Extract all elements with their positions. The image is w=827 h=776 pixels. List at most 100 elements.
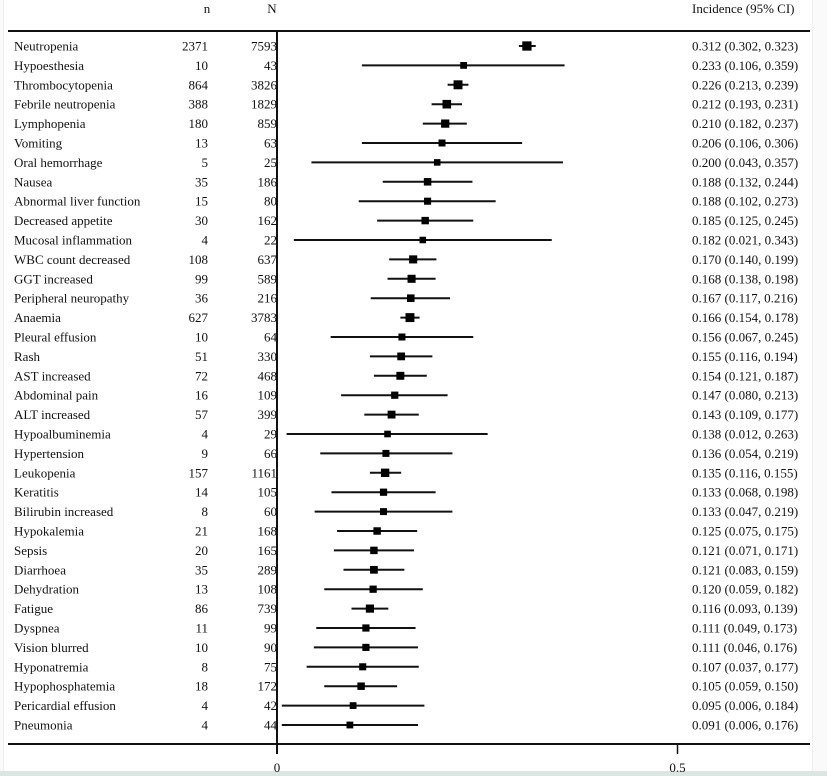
row-n: 14 — [195, 485, 209, 500]
row-label: Oral hemorrhage — [14, 155, 103, 170]
row-n: 4 — [202, 718, 209, 733]
row-n: 4 — [202, 698, 209, 713]
row-N: 1829 — [251, 97, 277, 112]
row-label: Vomiting — [14, 136, 63, 151]
row-incidence: 0.155 (0.116, 0.194) — [692, 349, 798, 364]
row-n: 388 — [189, 97, 209, 112]
row-N: 25 — [264, 155, 277, 170]
forest-row: GGT increased 99 589 0.168 (0.138, 0.198) — [14, 271, 798, 286]
row-n: 2371 — [182, 39, 208, 54]
row-label: Febrile neutropenia — [14, 97, 116, 112]
point-estimate-marker — [379, 488, 388, 496]
row-n: 627 — [189, 310, 209, 325]
point-estimate-marker — [370, 546, 378, 555]
point-estimate-marker — [460, 62, 468, 69]
row-n: 8 — [202, 659, 209, 674]
row-n: 21 — [195, 524, 208, 539]
row-incidence: 0.168 (0.138, 0.198) — [692, 271, 798, 286]
row-incidence: 0.138 (0.012, 0.263) — [692, 427, 798, 442]
forest-row: Sepsis 20 165 0.121 (0.071, 0.171) — [14, 543, 798, 558]
row-N: 168 — [258, 524, 278, 539]
row-N: 1161 — [251, 465, 277, 480]
row-incidence: 0.212 (0.193, 0.231) — [692, 97, 798, 112]
forest-row: ALT increased 57 399 0.143 (0.109, 0.177) — [14, 407, 798, 422]
point-estimate-marker — [453, 80, 463, 90]
row-label: Dyspnea — [14, 621, 60, 636]
row-label: Anaemia — [14, 310, 61, 325]
row-N: 162 — [258, 213, 278, 228]
x-tick-label: 0.5 — [669, 760, 685, 775]
point-estimate-marker — [373, 527, 381, 535]
forest-row: Hypoalbuminemia 4 29 0.138 (0.012, 0.263) — [14, 427, 798, 442]
forest-row: Vomiting 13 63 0.206 (0.106, 0.306) — [14, 136, 798, 151]
row-N: 63 — [264, 136, 277, 151]
row-label: Mucosal inflammation — [14, 233, 133, 248]
point-estimate-marker — [357, 682, 365, 690]
row-label: Leukopenia — [14, 465, 76, 480]
row-N: 105 — [258, 485, 278, 500]
point-estimate-marker — [419, 236, 427, 244]
row-label: Hypoalbuminemia — [14, 427, 111, 442]
forest-row: Diarrhoea 35 289 0.121 (0.083, 0.159) — [14, 562, 798, 577]
row-n: 30 — [195, 213, 208, 228]
header-N: N — [267, 1, 277, 16]
forest-row: WBC count decreased 108 637 0.170 (0.140, 0… — [14, 252, 798, 267]
row-label: Decreased appetite — [14, 213, 113, 228]
point-estimate-marker — [442, 99, 452, 109]
row-incidence: 0.111 (0.049, 0.173) — [692, 621, 797, 636]
row-n: 8 — [202, 504, 209, 519]
row-n: 10 — [195, 58, 208, 73]
row-incidence: 0.147 (0.080, 0.213) — [692, 388, 798, 403]
row-label: Hypophosphatemia — [14, 679, 115, 694]
forest-row: Anaemia 627 3783 0.166 (0.154, 0.178) — [14, 310, 798, 325]
row-incidence: 0.154 (0.121, 0.187) — [692, 368, 798, 383]
x-tick-label: 0 — [274, 760, 281, 775]
row-label: Hyponatremia — [14, 659, 89, 674]
row-incidence: 0.133 (0.068, 0.198) — [692, 485, 798, 500]
row-n: 51 — [195, 349, 208, 364]
forest-row: Lymphopenia 180 859 0.210 (0.182, 0.237) — [14, 116, 798, 131]
row-label: Fatigue — [14, 601, 53, 616]
header-incidence: Incidence (95% CI) — [692, 1, 795, 16]
row-n: 20 — [195, 543, 208, 558]
row-incidence: 0.120 (0.059, 0.182) — [692, 582, 798, 597]
row-incidence: 0.188 (0.102, 0.273) — [692, 194, 798, 209]
forest-row: Hypophosphatemia 18 172 0.105 (0.059, 0.150… — [14, 679, 798, 694]
point-estimate-marker — [424, 197, 432, 205]
row-n: 86 — [195, 601, 209, 616]
header-n: n — [204, 1, 211, 16]
forest-row: Dyspnea 11 99 0.111 (0.049, 0.173) — [14, 621, 797, 636]
forest-row: Mucosal inflammation 4 22 0.182 (0.021, 0.3… — [14, 233, 798, 248]
row-n: 864 — [189, 77, 209, 92]
row-N: 172 — [258, 679, 278, 694]
row-incidence: 0.167 (0.117, 0.216) — [692, 291, 798, 306]
point-estimate-marker — [407, 274, 416, 283]
row-incidence: 0.111 (0.046, 0.176) — [692, 640, 797, 655]
row-N: 44 — [264, 718, 278, 733]
point-estimate-marker — [433, 159, 441, 166]
row-incidence: 0.135 (0.116, 0.155) — [692, 465, 798, 480]
point-estimate-marker — [359, 663, 367, 671]
row-label: Pleural effusion — [14, 330, 97, 345]
forest-row: Peripheral neuropathy 36 216 0.167 (0.117, … — [14, 291, 798, 306]
figure-frame — [3, 0, 813, 771]
row-N: 99 — [264, 621, 277, 636]
row-label: Rash — [14, 349, 41, 364]
point-estimate-marker — [346, 721, 354, 729]
row-n: 35 — [195, 562, 208, 577]
row-N: 64 — [264, 330, 278, 345]
row-N: 186 — [258, 174, 278, 189]
row-label: Keratitis — [14, 485, 59, 500]
row-N: 589 — [258, 271, 278, 286]
row-N: 60 — [264, 504, 277, 519]
row-label: Nausea — [14, 174, 52, 189]
row-N: 66 — [264, 446, 278, 461]
row-label: GGT increased — [14, 271, 93, 286]
row-N: 42 — [264, 698, 277, 713]
forest-rows: Neutropenia 2371 7593 0.312 (0.302, 0.323) H… — [14, 39, 798, 733]
row-N: 165 — [258, 543, 278, 558]
forest-row: Bilirubin increased 8 60 0.133 (0.047, 0.21… — [14, 504, 798, 519]
row-incidence: 0.185 (0.125, 0.245) — [692, 213, 798, 228]
row-incidence: 0.107 (0.037, 0.177) — [692, 659, 798, 674]
